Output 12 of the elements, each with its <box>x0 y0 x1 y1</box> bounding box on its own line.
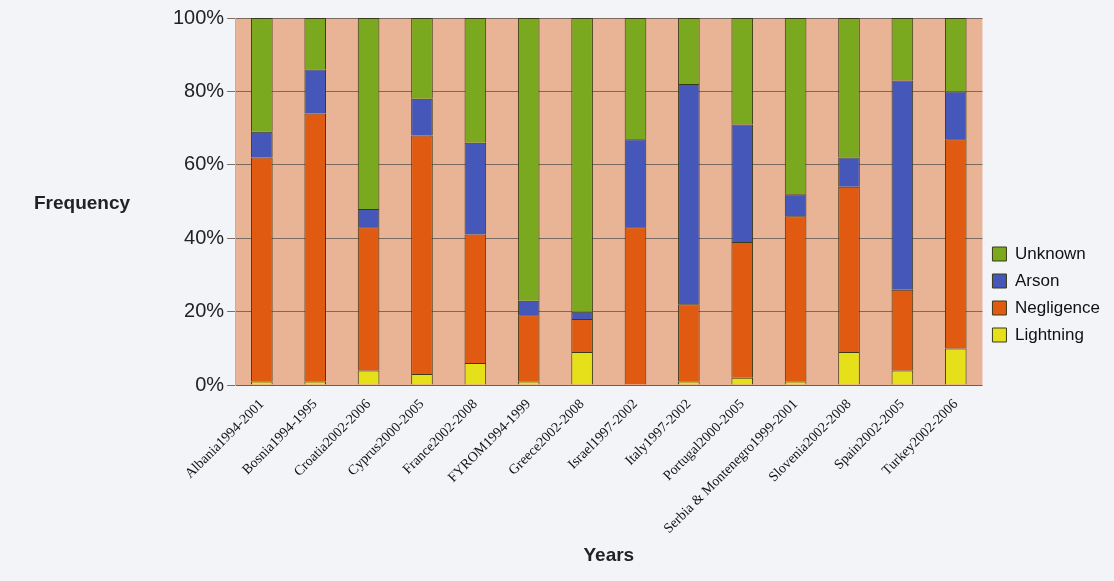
y-tick-label: 40% <box>184 225 225 248</box>
y-tick-label: 80% <box>184 78 225 101</box>
legend-label: Unknown <box>1014 243 1086 263</box>
y-tick-label: 100% <box>173 5 225 28</box>
y-axis-title: Frequency <box>34 192 131 214</box>
y-tick-label: 0% <box>195 372 225 395</box>
legend-label: Lightning <box>1014 324 1084 344</box>
x-axis-title: Years <box>583 543 635 565</box>
y-tick-label: 20% <box>184 299 225 322</box>
legend-label: Negligence <box>1014 297 1100 317</box>
y-tick-label: 60% <box>184 152 225 175</box>
legend-label: Arson <box>1014 270 1060 290</box>
